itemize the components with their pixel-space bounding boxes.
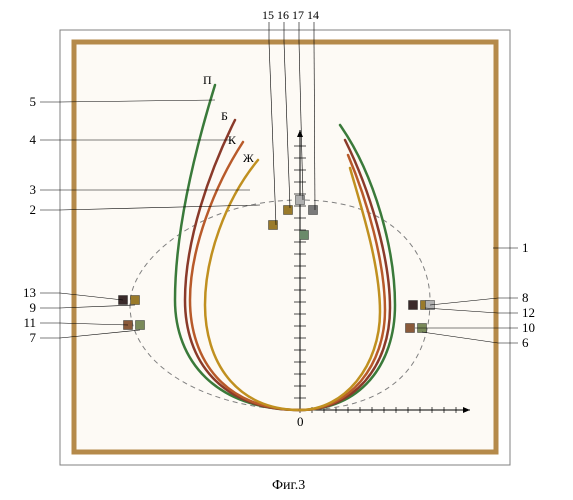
callout-9: 9 <box>30 301 37 314</box>
callout-11: 11 <box>23 316 36 329</box>
origin-label: 0 <box>297 414 304 430</box>
page: Фиг.3 0 П БКЖ 5 4 3 2 13 9 11 7 1 8 12 10 6 15161714 <box>0 0 573 500</box>
callout-2: 2 <box>30 203 37 216</box>
caption: Фиг.3 <box>272 478 305 494</box>
callout-3: 3 <box>30 183 37 196</box>
figure-svg <box>0 0 573 500</box>
callout-16: 16 <box>277 9 289 21</box>
callout-1: 1 <box>522 241 529 254</box>
callout-7: 7 <box>30 331 37 344</box>
callout-15: 15 <box>262 9 274 21</box>
callout-5: 5 <box>30 95 37 108</box>
callout-8: 8 <box>522 291 529 304</box>
callout-4: 4 <box>30 133 37 146</box>
callout-17: 17 <box>292 9 304 21</box>
curve-label: П <box>203 74 212 86</box>
callout-13: 13 <box>23 286 36 299</box>
callout-6: 6 <box>522 336 529 349</box>
callout-12: 12 <box>522 306 535 319</box>
curve-label: Ж <box>243 152 254 164</box>
callout-14: 14 <box>307 9 319 21</box>
curve-label: К <box>228 134 236 146</box>
callout-10: 10 <box>522 321 535 334</box>
curve-label: Б <box>221 110 228 122</box>
